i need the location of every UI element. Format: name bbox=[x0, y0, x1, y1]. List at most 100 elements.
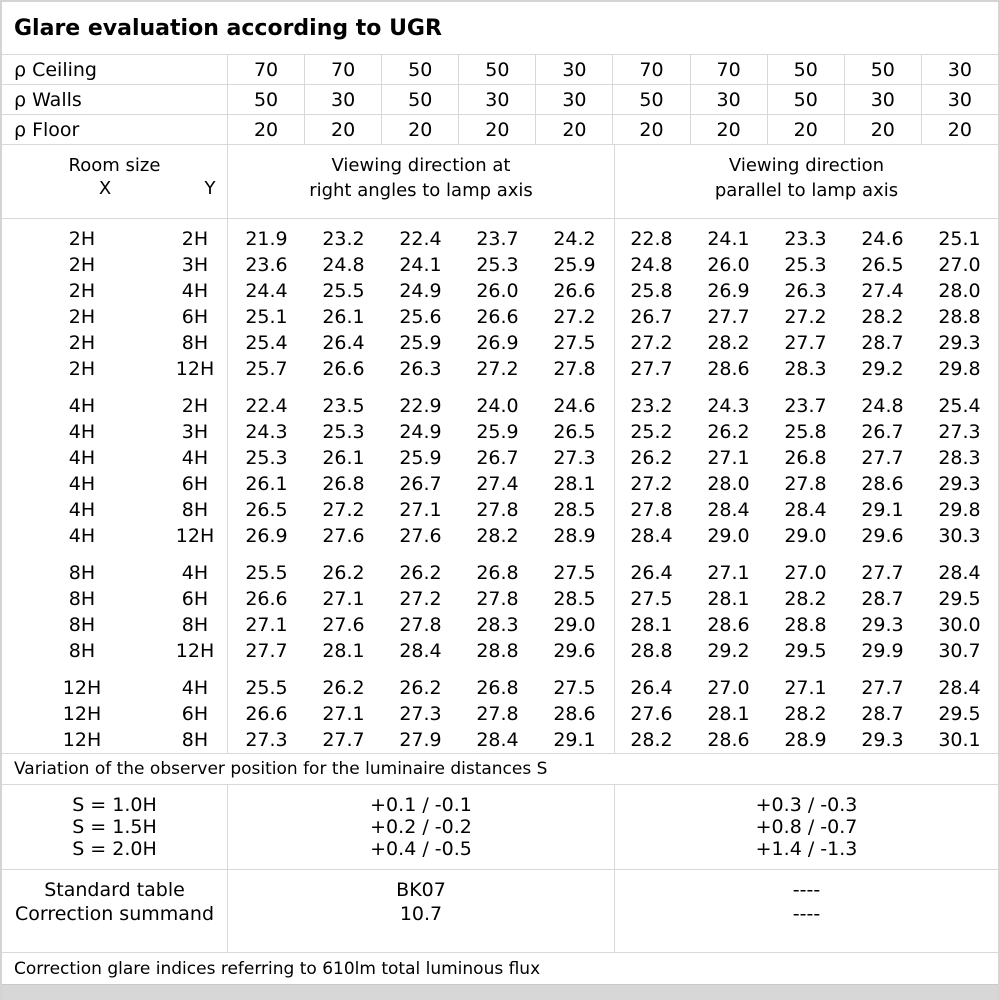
reflectance-value: 50 bbox=[768, 55, 845, 84]
spacing-value: +0.4 / -0.5 bbox=[370, 838, 472, 860]
reflectance-value: 20 bbox=[947, 118, 972, 141]
spacing-label: S = 1.5H bbox=[72, 816, 157, 838]
ugr-row: 8H 12H 27.7 28.1 28.4 28.8 29.6 28.8 29.2 29.5 29.… bbox=[2, 638, 998, 664]
ugr-value: 23.7 bbox=[476, 228, 519, 250]
reflectance-value: 50 bbox=[845, 55, 922, 84]
ugr-value: 26.5 bbox=[553, 421, 596, 443]
summary-table: Standard table Correction summand BK07 10.… bbox=[2, 870, 998, 953]
summary-labels-column: Standard table Correction summand bbox=[2, 870, 228, 952]
ugr-value: 30.1 bbox=[938, 729, 981, 751]
ugr-value: 27.7 bbox=[861, 562, 904, 584]
reflectance-label: ρ Floor bbox=[2, 115, 228, 144]
ugr-value: 28.8 bbox=[630, 640, 673, 662]
ugr-value: 28.0 bbox=[938, 280, 981, 302]
summary-label: Correction summand bbox=[14, 903, 215, 925]
ugr-value: 22.4 bbox=[245, 395, 288, 417]
ugr-value: 29.5 bbox=[784, 640, 827, 662]
room-size-y: 8H bbox=[181, 729, 209, 751]
ugr-value: 26.0 bbox=[707, 254, 750, 276]
ugr-value: 27.0 bbox=[784, 562, 827, 584]
room-size-y: 2H bbox=[181, 228, 209, 250]
ugr-value: 27.1 bbox=[784, 677, 827, 699]
reflectance-label: ρ Walls bbox=[2, 85, 228, 114]
ugr-row: 4H 2H 22.4 23.5 22.9 24.0 24.6 23.2 24.3 23.7 24.8… bbox=[2, 393, 998, 419]
ugr-value: 23.5 bbox=[322, 395, 365, 417]
ugr-value: 27.6 bbox=[630, 703, 673, 725]
reflectance-rows: ρ Ceiling 70 70 50 50 30 70 70 50 50 30 ρ Walls 50 30… bbox=[2, 55, 998, 145]
ugr-value: 24.6 bbox=[553, 395, 596, 417]
reflectance-value: 50 bbox=[228, 85, 306, 114]
ugr-value: 27.7 bbox=[630, 358, 673, 380]
ugr-value: 28.2 bbox=[861, 306, 904, 328]
ugr-value: 27.8 bbox=[399, 614, 442, 636]
ugr-value: 25.6 bbox=[399, 306, 442, 328]
ugr-row: 4H 8H 26.5 27.2 27.1 27.8 28.5 27.8 28.4 28.4 29.1… bbox=[2, 497, 998, 523]
summary-parallel-column: ---- ---- bbox=[615, 870, 998, 952]
spacing-variation-table: S = 1.0H S = 1.5H S = 2.0H +0.1 / -0.1 +0.2… bbox=[2, 785, 998, 870]
reflectance-label: ρ Ceiling bbox=[2, 55, 228, 84]
ugr-value: 28.8 bbox=[476, 640, 519, 662]
ugr-value: 28.1 bbox=[630, 614, 673, 636]
ugr-row: 2H 8H 25.4 26.4 25.9 26.9 27.5 27.2 28.2 27.7 28.7… bbox=[2, 330, 998, 356]
ugr-row: 8H 4H 25.5 26.2 26.2 26.8 27.5 26.4 27.1 27.0 27.7… bbox=[2, 560, 998, 586]
room-size-y: 6H bbox=[181, 473, 209, 495]
room-size-y: 12H bbox=[175, 358, 215, 380]
room-size-y: 12H bbox=[175, 640, 215, 662]
ugr-value: 25.9 bbox=[399, 447, 442, 469]
ugr-value: 28.4 bbox=[784, 499, 827, 521]
ugr-value: 26.9 bbox=[707, 280, 750, 302]
ugr-value: 27.6 bbox=[399, 525, 442, 547]
ugr-value: 28.3 bbox=[476, 614, 519, 636]
ugr-value: 27.0 bbox=[938, 254, 981, 276]
ugr-value: 25.7 bbox=[245, 358, 288, 380]
reflectance-value: 50 bbox=[382, 55, 460, 84]
ugr-value: 24.1 bbox=[707, 228, 750, 250]
ugr-value: 25.5 bbox=[322, 280, 365, 302]
ugr-value: 25.3 bbox=[245, 447, 288, 469]
ugr-value: 28.6 bbox=[553, 703, 596, 725]
column-divider-middle bbox=[614, 219, 615, 753]
ugr-value: 27.1 bbox=[322, 703, 365, 725]
room-size-x: 8H bbox=[68, 562, 96, 584]
ugr-value: 27.8 bbox=[630, 499, 673, 521]
ugr-value: 27.2 bbox=[322, 499, 365, 521]
ugr-value: 28.3 bbox=[938, 447, 981, 469]
room-size-x: 8H bbox=[68, 588, 96, 610]
room-size-y: 3H bbox=[181, 421, 209, 443]
ugr-value: 24.6 bbox=[861, 228, 904, 250]
ugr-row: 2H 6H 25.1 26.1 25.6 26.6 27.2 26.7 27.7 27.2 28.2… bbox=[2, 304, 998, 330]
spacing-parallel-column: +0.3 / -0.3 +0.8 / -0.7 +1.4 / -1.3 bbox=[615, 785, 998, 869]
ugr-value: 22.8 bbox=[630, 228, 673, 250]
reflectance-value: 50 bbox=[382, 85, 460, 114]
ugr-row: 2H 2H 21.9 23.2 22.4 23.7 24.2 22.8 24.1 23.3 24.6… bbox=[2, 226, 998, 252]
ugr-row-group: 4H 2H 22.4 23.5 22.9 24.0 24.6 23.2 24.3 23.7 24.8… bbox=[2, 393, 998, 549]
ugr-value: 28.2 bbox=[707, 332, 750, 354]
ugr-value: 29.3 bbox=[938, 332, 981, 354]
ugr-value: 27.2 bbox=[784, 306, 827, 328]
reflectance-value: 30 bbox=[947, 88, 972, 111]
ugr-row-group: 2H 2H 21.9 23.2 22.4 23.7 24.2 22.8 24.1 23.3 24.6… bbox=[2, 226, 998, 382]
parallel-header: Viewing direction parallel to lamp axis bbox=[615, 145, 998, 218]
ugr-value: 21.9 bbox=[245, 228, 288, 250]
ugr-value: 29.2 bbox=[861, 358, 904, 380]
ugr-value: 26.8 bbox=[322, 473, 365, 495]
ugr-value: 27.5 bbox=[553, 332, 596, 354]
reflectance-value: 20 bbox=[536, 115, 614, 144]
table-header: Room size X Y Viewing direction at right… bbox=[2, 145, 998, 219]
room-size-y: 6H bbox=[181, 306, 209, 328]
ugr-value: 28.1 bbox=[707, 703, 750, 725]
spacing-labels-column: S = 1.0H S = 1.5H S = 2.0H bbox=[2, 785, 228, 869]
room-size-x: 2H bbox=[68, 228, 96, 250]
room-size-header: Room size X Y bbox=[2, 145, 228, 218]
ugr-value: 27.1 bbox=[245, 614, 288, 636]
right-angles-header-line2: right angles to lamp axis bbox=[309, 180, 533, 201]
room-size-y: 4H bbox=[181, 447, 209, 469]
spacing-label: S = 2.0H bbox=[72, 838, 157, 860]
ugr-value: 28.8 bbox=[938, 306, 981, 328]
room-size-x: 12H bbox=[62, 677, 102, 699]
room-size-x: 4H bbox=[68, 395, 96, 417]
room-size-y: 4H bbox=[181, 562, 209, 584]
ugr-value: 27.6 bbox=[322, 614, 365, 636]
ugr-value: 29.8 bbox=[938, 358, 981, 380]
ugr-value: 29.0 bbox=[553, 614, 596, 636]
